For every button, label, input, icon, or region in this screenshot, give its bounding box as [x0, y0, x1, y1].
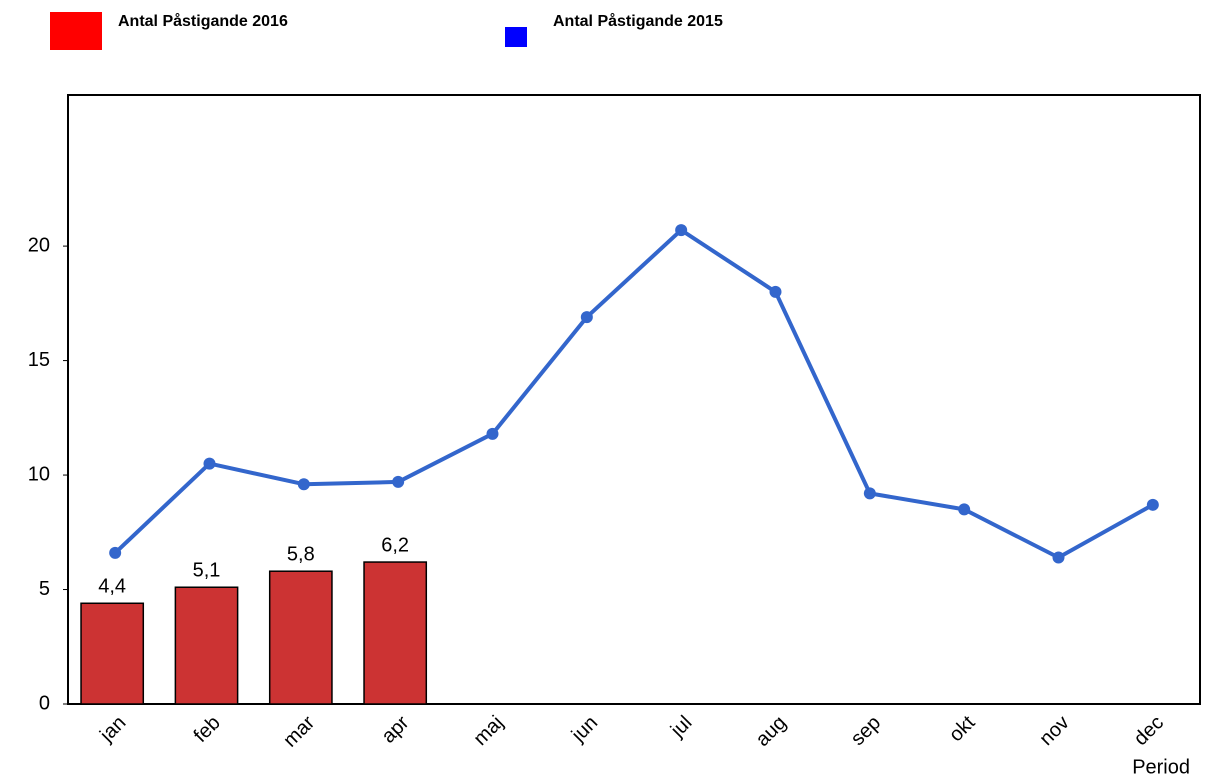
plot-frame [67, 94, 1201, 705]
marker [769, 285, 782, 298]
x-tick-label: dec [1130, 712, 1168, 750]
data-label: 6,2 [381, 534, 409, 556]
marker [486, 427, 499, 440]
bar [268, 570, 333, 705]
x-tick-label: feb [190, 712, 225, 747]
bar [80, 602, 145, 705]
data-label: 5,8 [287, 543, 315, 565]
bar [363, 561, 428, 705]
y-tick-label: 5 [39, 578, 50, 600]
line [113, 228, 1154, 560]
x-tick-label: apr [377, 711, 413, 747]
marker [1146, 498, 1159, 511]
marker [392, 475, 405, 488]
x-tick-label: nov [1035, 712, 1073, 750]
x-tick-label: aug [752, 712, 791, 751]
data-label: 5,1 [193, 560, 221, 582]
data-label: 4,4 [98, 576, 126, 598]
bar [174, 586, 239, 705]
marker [675, 224, 688, 237]
y-tick-label: 20 [28, 234, 50, 256]
y-tick-label: 15 [28, 349, 50, 371]
marker [580, 311, 593, 324]
legend-label: Antal Påstigande 2015 [553, 12, 723, 30]
x-tick-label: jan [95, 712, 130, 747]
marker [297, 478, 310, 491]
marker [203, 457, 216, 470]
legend-swatch [50, 12, 102, 50]
x-tick-label: sep [847, 712, 885, 750]
y-tick-label: 0 [39, 692, 50, 714]
legend-swatch [505, 27, 527, 47]
x-tick-label: okt [945, 711, 980, 746]
marker [863, 487, 876, 500]
x-tick-label: jul [666, 712, 696, 742]
legend-label: Antal Påstigande 2016 [118, 12, 288, 30]
x-tick-label: maj [469, 712, 507, 750]
x-tick-label: jun [567, 712, 602, 747]
marker [1052, 551, 1065, 564]
y-tick-label: 10 [28, 463, 50, 485]
marker [109, 546, 122, 559]
x-axis-label: Period [1132, 756, 1190, 778]
x-tick-label: mar [279, 711, 319, 751]
marker [958, 503, 971, 516]
